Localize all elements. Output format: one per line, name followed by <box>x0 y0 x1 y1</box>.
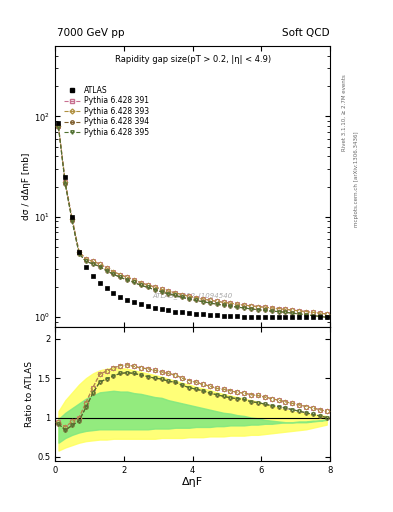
Text: Soft QCD: Soft QCD <box>282 28 329 38</box>
Text: mcplots.cern.ch [arXiv:1306.3436]: mcplots.cern.ch [arXiv:1306.3436] <box>354 132 359 227</box>
Y-axis label: Ratio to ATLAS: Ratio to ATLAS <box>25 361 34 427</box>
Text: Rapidity gap size(pT > 0.2, |η| < 4.9): Rapidity gap size(pT > 0.2, |η| < 4.9) <box>114 54 271 63</box>
Text: 7000 GeV pp: 7000 GeV pp <box>57 28 125 38</box>
Text: Rivet 3.1.10, ≥ 2.7M events: Rivet 3.1.10, ≥ 2.7M events <box>342 74 347 151</box>
X-axis label: ΔηF: ΔηF <box>182 477 203 487</box>
Y-axis label: dσ / dΔηF [mb]: dσ / dΔηF [mb] <box>22 153 31 220</box>
Legend: ATLAS, Pythia 6.428 391, Pythia 6.428 393, Pythia 6.428 394, Pythia 6.428 395: ATLAS, Pythia 6.428 391, Pythia 6.428 39… <box>62 83 151 139</box>
Text: ATLAS_2012_I1094540: ATLAS_2012_I1094540 <box>152 292 233 299</box>
